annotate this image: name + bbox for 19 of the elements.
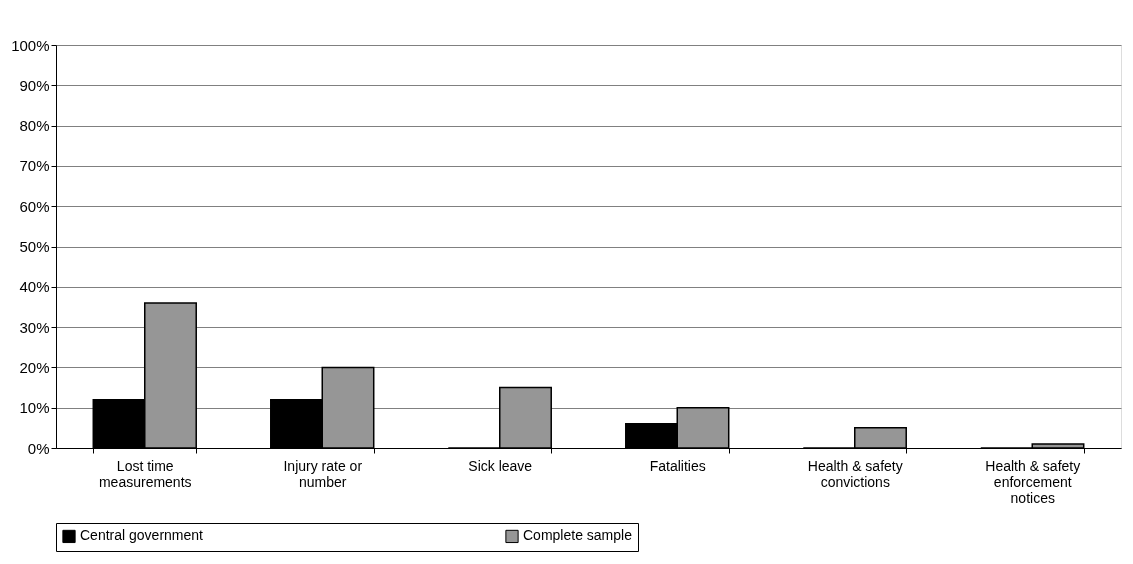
y-tick-label: 90% — [19, 76, 50, 94]
y-tick-label: 60% — [19, 197, 50, 215]
y-tick-label: 20% — [19, 358, 50, 376]
y-tick-label: 80% — [19, 117, 50, 135]
y-tick-label: 40% — [19, 278, 50, 296]
x-tick-label: Injury rate or number — [283, 457, 363, 490]
legend-label: Central government — [80, 527, 204, 544]
x-tick-label: Lost time measurements — [98, 457, 192, 490]
y-tick-label: 100% — [11, 36, 50, 54]
x-tick-label: Fatalities — [649, 457, 706, 474]
x-tick-label: Health & safety convictions — [807, 457, 903, 490]
x-tick-label: Sick leave — [468, 457, 533, 474]
y-tick-label: 50% — [19, 238, 50, 255]
legend-label: Complete sample — [523, 527, 633, 544]
y-tick-label: 0% — [27, 439, 50, 457]
y-tick-label: 10% — [19, 399, 50, 417]
y-tick-label: 70% — [19, 157, 50, 175]
y-tick-label: 30% — [19, 318, 50, 336]
x-tick-label: Health & safety enforcement notices — [985, 457, 1081, 506]
